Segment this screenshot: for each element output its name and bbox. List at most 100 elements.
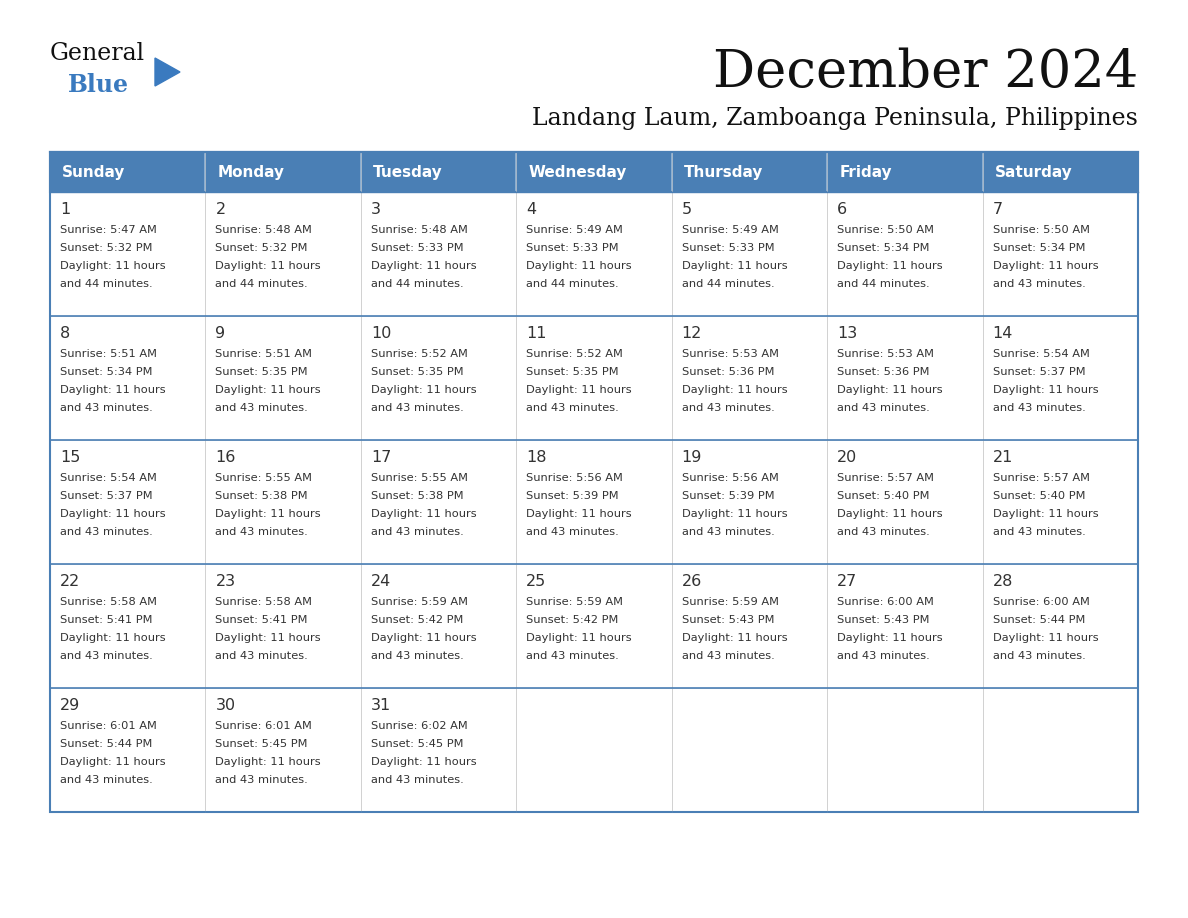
Text: Daylight: 11 hours: Daylight: 11 hours	[682, 261, 788, 271]
Text: and 43 minutes.: and 43 minutes.	[61, 775, 153, 785]
Text: and 43 minutes.: and 43 minutes.	[838, 527, 930, 537]
Text: Daylight: 11 hours: Daylight: 11 hours	[992, 633, 1098, 643]
Text: Sunset: 5:32 PM: Sunset: 5:32 PM	[215, 243, 308, 253]
Text: Daylight: 11 hours: Daylight: 11 hours	[61, 509, 165, 519]
Text: Sunset: 5:38 PM: Sunset: 5:38 PM	[371, 491, 463, 501]
Text: and 43 minutes.: and 43 minutes.	[992, 651, 1086, 661]
Text: Sunset: 5:35 PM: Sunset: 5:35 PM	[215, 367, 308, 377]
Text: and 43 minutes.: and 43 minutes.	[992, 279, 1086, 289]
Text: and 43 minutes.: and 43 minutes.	[682, 651, 775, 661]
Text: and 43 minutes.: and 43 minutes.	[215, 527, 308, 537]
Text: Sunrise: 5:47 AM: Sunrise: 5:47 AM	[61, 225, 157, 235]
Bar	[671, 316, 827, 440]
Text: Sunset: 5:33 PM: Sunset: 5:33 PM	[371, 243, 463, 253]
Bar	[50, 564, 206, 688]
Text: Daylight: 11 hours: Daylight: 11 hours	[838, 509, 943, 519]
Text: 31: 31	[371, 698, 391, 713]
Bar	[671, 564, 827, 688]
Text: 26: 26	[682, 574, 702, 589]
Bar	[517, 152, 671, 192]
Text: Tuesday: Tuesday	[373, 164, 443, 180]
Bar	[361, 564, 517, 688]
Text: 9: 9	[215, 326, 226, 341]
Text: Sunset: 5:34 PM: Sunset: 5:34 PM	[992, 243, 1085, 253]
Text: 30: 30	[215, 698, 235, 713]
Bar	[827, 152, 982, 192]
Text: General: General	[50, 42, 145, 65]
Text: and 43 minutes.: and 43 minutes.	[61, 403, 153, 413]
Text: and 44 minutes.: and 44 minutes.	[61, 279, 152, 289]
Text: Sunset: 5:41 PM: Sunset: 5:41 PM	[61, 615, 152, 625]
Text: Sunrise: 5:49 AM: Sunrise: 5:49 AM	[526, 225, 624, 235]
Text: Sunset: 5:42 PM: Sunset: 5:42 PM	[371, 615, 463, 625]
Text: Daylight: 11 hours: Daylight: 11 hours	[682, 633, 788, 643]
Text: Blue: Blue	[68, 73, 129, 97]
Text: Sunset: 5:33 PM: Sunset: 5:33 PM	[682, 243, 775, 253]
Text: 18: 18	[526, 450, 546, 465]
Bar	[50, 192, 206, 316]
Text: Monday: Monday	[217, 164, 284, 180]
Text: and 43 minutes.: and 43 minutes.	[371, 775, 463, 785]
Bar	[50, 152, 1138, 812]
Text: and 43 minutes.: and 43 minutes.	[371, 527, 463, 537]
Text: Daylight: 11 hours: Daylight: 11 hours	[215, 757, 321, 767]
Text: 14: 14	[992, 326, 1013, 341]
Bar	[517, 316, 671, 440]
Text: 7: 7	[992, 202, 1003, 217]
Text: Sunset: 5:32 PM: Sunset: 5:32 PM	[61, 243, 152, 253]
Text: and 43 minutes.: and 43 minutes.	[526, 527, 619, 537]
Text: Sunset: 5:34 PM: Sunset: 5:34 PM	[838, 243, 930, 253]
Text: and 43 minutes.: and 43 minutes.	[215, 775, 308, 785]
Bar	[982, 152, 1138, 192]
Text: Sunrise: 6:01 AM: Sunrise: 6:01 AM	[61, 721, 157, 731]
Text: Sunset: 5:35 PM: Sunset: 5:35 PM	[371, 367, 463, 377]
Bar	[827, 316, 982, 440]
Text: Sunrise: 5:57 AM: Sunrise: 5:57 AM	[838, 473, 934, 483]
Bar	[50, 152, 1138, 192]
Text: Daylight: 11 hours: Daylight: 11 hours	[215, 385, 321, 395]
Text: 22: 22	[61, 574, 81, 589]
Text: and 43 minutes.: and 43 minutes.	[371, 651, 463, 661]
Bar	[671, 440, 827, 564]
Text: Sunset: 5:39 PM: Sunset: 5:39 PM	[682, 491, 775, 501]
Text: Sunrise: 5:50 AM: Sunrise: 5:50 AM	[838, 225, 934, 235]
Text: Thursday: Thursday	[684, 164, 763, 180]
Text: Sunset: 5:40 PM: Sunset: 5:40 PM	[992, 491, 1085, 501]
Text: Saturday: Saturday	[994, 164, 1073, 180]
Polygon shape	[154, 58, 181, 86]
Bar	[206, 192, 361, 316]
Bar	[982, 688, 1138, 812]
Text: Sunrise: 5:58 AM: Sunrise: 5:58 AM	[61, 597, 157, 607]
Bar	[982, 316, 1138, 440]
Text: and 44 minutes.: and 44 minutes.	[682, 279, 775, 289]
Text: 23: 23	[215, 574, 235, 589]
Text: Daylight: 11 hours: Daylight: 11 hours	[526, 509, 632, 519]
Text: Sunrise: 5:50 AM: Sunrise: 5:50 AM	[992, 225, 1089, 235]
Text: Friday: Friday	[839, 164, 892, 180]
Text: Sunset: 5:40 PM: Sunset: 5:40 PM	[838, 491, 930, 501]
Text: Sunset: 5:35 PM: Sunset: 5:35 PM	[526, 367, 619, 377]
Text: Sunrise: 6:00 AM: Sunrise: 6:00 AM	[992, 597, 1089, 607]
Text: 25: 25	[526, 574, 546, 589]
Text: Sunset: 5:34 PM: Sunset: 5:34 PM	[61, 367, 152, 377]
Text: Sunset: 5:45 PM: Sunset: 5:45 PM	[215, 739, 308, 749]
Text: Sunset: 5:45 PM: Sunset: 5:45 PM	[371, 739, 463, 749]
Text: Sunset: 5:42 PM: Sunset: 5:42 PM	[526, 615, 619, 625]
Text: Sunrise: 5:56 AM: Sunrise: 5:56 AM	[526, 473, 624, 483]
Bar	[206, 152, 361, 192]
Text: Daylight: 11 hours: Daylight: 11 hours	[526, 633, 632, 643]
Text: and 44 minutes.: and 44 minutes.	[215, 279, 308, 289]
Text: 28: 28	[992, 574, 1013, 589]
Text: and 43 minutes.: and 43 minutes.	[371, 403, 463, 413]
Text: Sunset: 5:43 PM: Sunset: 5:43 PM	[838, 615, 930, 625]
Text: 8: 8	[61, 326, 70, 341]
Text: 2: 2	[215, 202, 226, 217]
Bar	[671, 192, 827, 316]
Bar	[517, 440, 671, 564]
Bar	[50, 316, 206, 440]
Text: Daylight: 11 hours: Daylight: 11 hours	[838, 633, 943, 643]
Text: and 43 minutes.: and 43 minutes.	[61, 527, 153, 537]
Text: Sunset: 5:43 PM: Sunset: 5:43 PM	[682, 615, 775, 625]
Text: Daylight: 11 hours: Daylight: 11 hours	[61, 385, 165, 395]
Text: Sunset: 5:39 PM: Sunset: 5:39 PM	[526, 491, 619, 501]
